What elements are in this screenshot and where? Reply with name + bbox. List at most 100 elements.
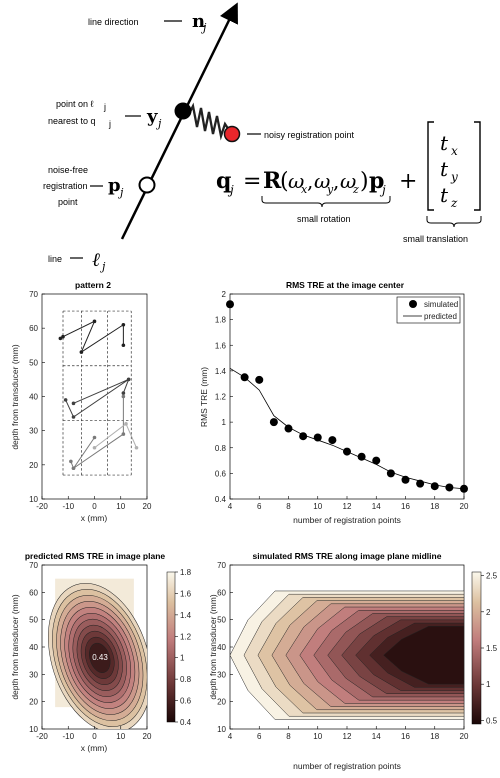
- y-tick-label: 1.8: [215, 316, 227, 325]
- sym-p-sub: j: [117, 186, 124, 199]
- y-tick-label: 10: [217, 725, 226, 734]
- simulated-point: [328, 436, 337, 445]
- pattern-lines: [58, 319, 139, 471]
- x-tick-label: 20: [143, 732, 152, 741]
- x-tick-label: 18: [430, 732, 439, 741]
- simulated-point: [313, 433, 322, 442]
- legend-simulated-marker: [409, 300, 417, 308]
- simulated-point: [401, 475, 410, 484]
- y-tick-label: 20: [29, 461, 38, 470]
- x-tick-label: 4: [228, 502, 233, 511]
- y-tick-label: 10: [29, 495, 38, 504]
- y-tick-label: 50: [29, 616, 38, 625]
- simulated-point: [372, 456, 381, 465]
- sym-n: n: [192, 11, 205, 32]
- eq-plus: +: [399, 169, 417, 194]
- y-tick-label: 70: [29, 561, 38, 570]
- simulated-point: [430, 482, 439, 491]
- sym-n-sub: j: [200, 21, 207, 34]
- pattern-point: [71, 401, 76, 406]
- simulated-point: [357, 452, 366, 461]
- legend: simulated predicted: [396, 296, 461, 324]
- pattern-point: [121, 432, 126, 436]
- x-axis-label: x (mm): [81, 513, 108, 523]
- colorbar-ticks: 0.4 0.6 0.8 1 1.2 1.4 1.6 1.8: [175, 568, 192, 727]
- y-axis-label: depth from transducer (mm): [208, 594, 218, 700]
- y-ticks: 10 20 30 40 50 60 70: [29, 290, 45, 504]
- eq-wx-sub: x: [301, 183, 308, 196]
- legend-box: [396, 296, 461, 324]
- contour-fill: [230, 590, 464, 720]
- sym-p: p: [108, 175, 121, 196]
- y-tick-label: 1.6: [215, 341, 227, 350]
- x-ticks: -20 -10 0 10 20: [36, 496, 152, 511]
- eq-ty-sub: y: [450, 170, 458, 184]
- legend-simulated: simulated: [424, 300, 458, 309]
- x-ticks: 4 6 8 10 12 14 16 18 20: [228, 496, 469, 511]
- simulated-point: [416, 479, 425, 488]
- x-tick-label: 10: [313, 732, 322, 741]
- y-tick-label: 60: [29, 588, 38, 597]
- pattern-point: [63, 398, 68, 402]
- x-tick-label: 6: [257, 732, 262, 741]
- colorbar-tick-label: 1: [486, 680, 491, 689]
- y-axis-label: RMS TRE (mm): [199, 367, 209, 427]
- label-small-translation: small translation: [403, 234, 468, 244]
- label-line-direction: line direction: [88, 17, 139, 27]
- y-tick-label: 30: [217, 670, 226, 679]
- x-tick-label: 10: [116, 502, 125, 511]
- eq-R: R: [263, 168, 282, 194]
- contour-level: [383, 626, 464, 685]
- colorbar-tick-label: 1.5: [486, 644, 498, 653]
- label-noise-free: noise-free: [48, 165, 88, 175]
- colorbar-tick-label: 1.4: [180, 611, 192, 620]
- x-axis-label: number of registration points: [293, 761, 401, 771]
- x-tick-label: 14: [372, 502, 381, 511]
- eq-p: p: [369, 168, 384, 194]
- y-tick-label: 0.6: [215, 469, 227, 478]
- eq-bracket-left: [427, 121, 434, 211]
- pattern-point: [92, 435, 97, 440]
- eq-wx: ω: [288, 169, 304, 193]
- plot-area: [229, 293, 465, 500]
- y-tick-label: 1.2: [215, 393, 227, 402]
- x-tick-label: 4: [228, 732, 233, 741]
- pattern-point: [92, 445, 97, 450]
- y-axis-label: depth from transducer (mm): [10, 594, 20, 700]
- y-tick-label: 20: [217, 698, 226, 707]
- simulated-point: [386, 469, 395, 478]
- eq-wy-sub: y: [326, 183, 334, 196]
- y-tick-label: 50: [29, 358, 38, 367]
- x-tick-label: 16: [401, 502, 410, 511]
- chart-title: RMS TRE at the image center: [286, 280, 405, 290]
- label-point-on-line: point on ℓ: [56, 99, 95, 109]
- equation: q j = R ( ω x , ω y , ω z ) p j + t x t …: [216, 121, 482, 244]
- line-l-j: [120, 2, 238, 240]
- pattern-point: [124, 422, 128, 426]
- simulated-point: [445, 483, 454, 492]
- pattern-point: [92, 319, 97, 324]
- x-tick-label: 20: [143, 502, 152, 511]
- x-tick-label: 0: [92, 732, 97, 741]
- sym-ell-sub: j: [99, 260, 106, 273]
- y-tick-label: 60: [217, 588, 226, 597]
- y-tick-label: 40: [217, 643, 226, 652]
- x-tick-label: 16: [401, 732, 410, 741]
- pattern-point: [121, 343, 126, 348]
- chart-title: pattern 2: [75, 280, 111, 290]
- x-tick-label: 6: [257, 502, 262, 511]
- colorbar-tick-label: 0.5: [486, 716, 498, 725]
- pattern-point: [71, 415, 76, 419]
- geometry-diagram: line direction n j point on ℓ j nearest …: [43, 2, 482, 273]
- simulated-point: [255, 375, 264, 384]
- x-ticks: -20 -10 0 10 20: [36, 726, 152, 741]
- label-registration: registration: [43, 181, 88, 191]
- eq-ty: t: [440, 157, 449, 181]
- point-y-j: [174, 102, 192, 120]
- pattern-point: [121, 394, 126, 399]
- x-tick-label: -10: [62, 732, 74, 741]
- eq-bracket-right: [474, 121, 481, 211]
- x-tick-label: 10: [116, 732, 125, 741]
- rms-center-panel: RMS TRE at the image center 4 6 8 10 12 14 16 1…: [199, 280, 469, 525]
- eq-wz: ω: [340, 169, 356, 193]
